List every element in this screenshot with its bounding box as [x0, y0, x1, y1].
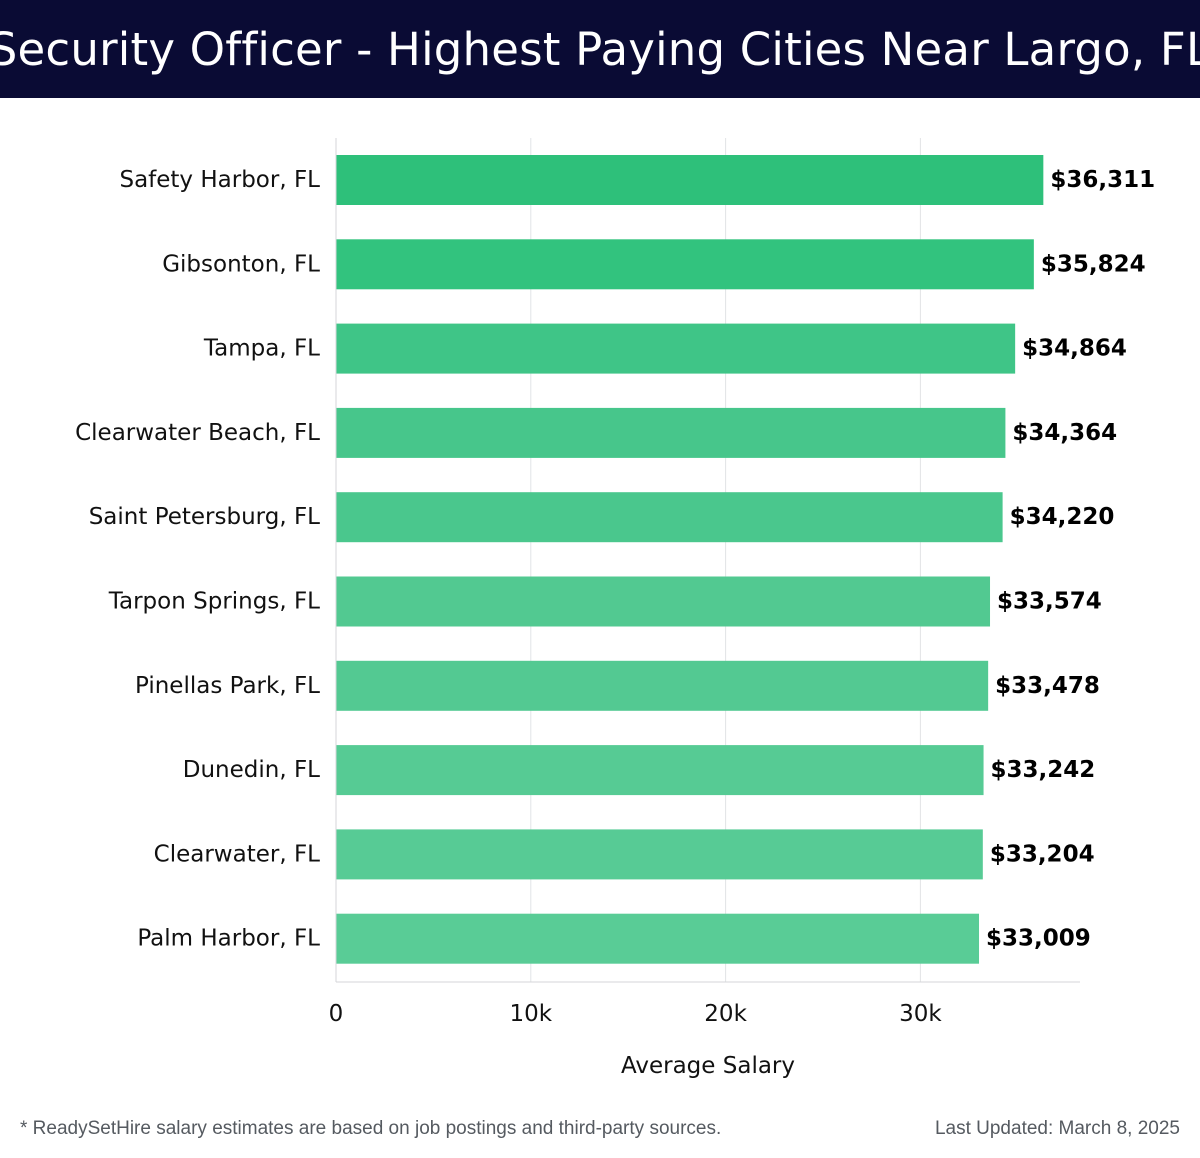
- bar: [336, 492, 1003, 543]
- x-axis-label: Average Salary: [621, 1053, 795, 1079]
- value-label: $36,311: [1050, 167, 1155, 193]
- category-label: Clearwater Beach, FL: [75, 420, 320, 446]
- value-label: $34,864: [1022, 336, 1127, 362]
- category-label: Clearwater, FL: [154, 841, 321, 867]
- bar: [336, 323, 1016, 374]
- value-label: $33,574: [997, 589, 1102, 615]
- category-label: Pinellas Park, FL: [135, 673, 320, 699]
- value-label: $34,220: [1010, 504, 1115, 530]
- category-label: Palm Harbor, FL: [137, 926, 320, 952]
- category-label: Dunedin, FL: [183, 757, 320, 783]
- category-label: Saint Petersburg, FL: [89, 504, 320, 530]
- value-label: $33,242: [991, 757, 1096, 783]
- category-label: Safety Harbor, FL: [119, 167, 320, 193]
- footer-disclaimer: * ReadySetHire salary estimates are base…: [20, 1118, 722, 1139]
- bar: [336, 829, 983, 880]
- value-label: $33,009: [986, 926, 1091, 952]
- bar-chart: Safety Harbor, FL Gibsonton, FL Tampa, FL C…: [75, 138, 1155, 1079]
- category-label: Gibsonton, FL: [162, 251, 320, 277]
- category-label: Tampa, FL: [203, 336, 320, 362]
- value-label: $34,364: [1012, 420, 1117, 446]
- value-label: $35,824: [1041, 251, 1146, 277]
- bar: [336, 407, 1006, 458]
- bar: [336, 745, 984, 796]
- value-label: $33,204: [990, 841, 1095, 867]
- bar: [336, 913, 980, 964]
- value-label: $33,478: [995, 673, 1100, 699]
- x-tick-label: 10k: [510, 1001, 553, 1027]
- chart-title: Security Officer - Highest Paying Cities…: [0, 0, 1200, 98]
- bar: [336, 660, 989, 711]
- bar: [336, 155, 1044, 205]
- x-tick-label: 0: [329, 1001, 344, 1027]
- x-tick-label: 30k: [899, 1001, 942, 1027]
- category-label: Tarpon Springs, FL: [108, 589, 320, 615]
- bar: [336, 576, 991, 627]
- last-updated: Last Updated: March 8, 2025: [934, 1118, 1180, 1139]
- bar: [336, 239, 1034, 290]
- x-tick-label: 20k: [704, 1001, 747, 1027]
